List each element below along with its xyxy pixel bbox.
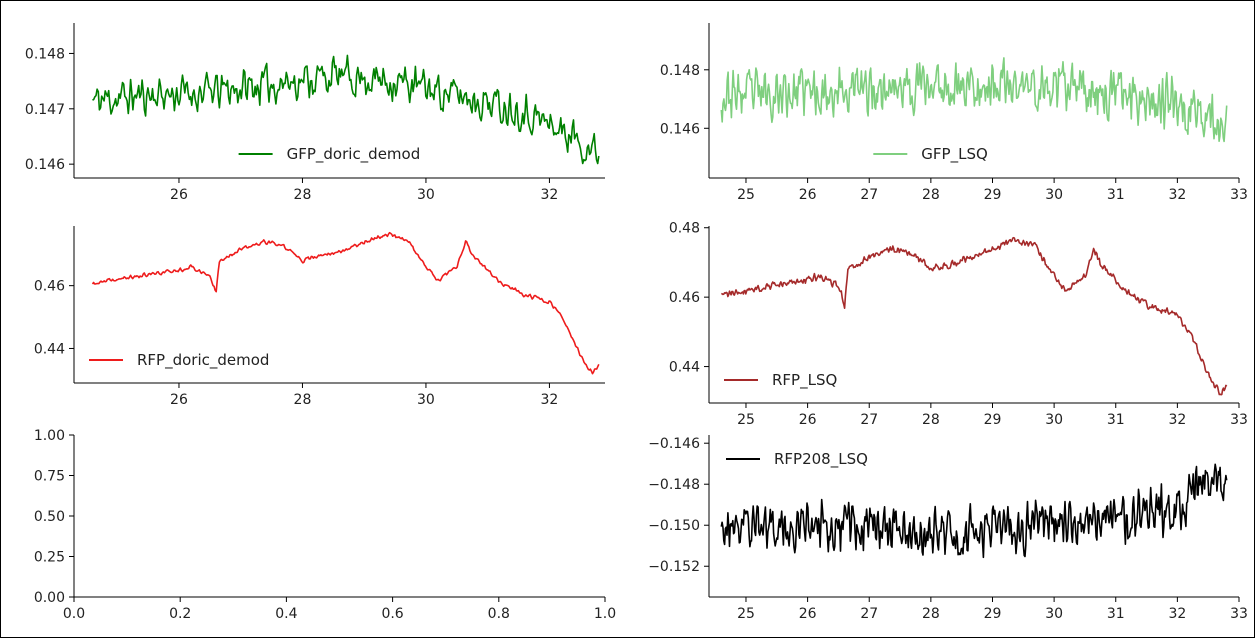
series-line-RFP_LSQ <box>721 236 1228 396</box>
x-tick-label: 32 <box>1168 412 1186 428</box>
x-tick-label: 26 <box>170 392 188 408</box>
x-tick-label: 30 <box>1045 412 1063 428</box>
y-tick-label: 0.44 <box>34 341 65 357</box>
x-tick-label: 33 <box>1230 412 1248 428</box>
x-tick-label: 30 <box>417 187 435 203</box>
x-tick-label: 31 <box>1107 412 1125 428</box>
y-tick-label: 0.148 <box>25 46 65 62</box>
chart-panel-rfp-doric: 26 28 30 32 0.44 0.46 RFP_doric_demod <box>34 226 605 408</box>
legend-label: GFP_LSQ <box>921 145 987 164</box>
x-tick-label: 32 <box>1168 606 1186 622</box>
y-tick-label: 0.75 <box>34 469 65 485</box>
x-tick-label: 29 <box>984 187 1002 203</box>
series-line-RFP208_LSQ <box>720 463 1228 559</box>
x-tick-label: 32 <box>1168 187 1186 203</box>
y-tick-label: 0.147 <box>25 102 65 118</box>
x-tick-label: 26 <box>799 187 817 203</box>
y-tick-label: 0.146 <box>25 157 65 173</box>
y-tick-label: −0.150 <box>648 518 700 534</box>
x-tick-label: 31 <box>1107 187 1125 203</box>
x-tick-label: 25 <box>737 412 755 428</box>
x-tick-label: 32 <box>541 392 559 408</box>
x-tick-label: 0.2 <box>169 606 191 622</box>
x-tick-label: 0.6 <box>381 606 403 622</box>
x-tick-label: 31 <box>1107 606 1125 622</box>
x-tick-label: 28 <box>294 187 312 203</box>
x-tick-label: 30 <box>1045 187 1063 203</box>
series-line-RFP_doric_demod <box>91 231 600 375</box>
chart-panel-rfp-lsq: 25 26 27 28 29 30 31 32 33 0.44 0.46 0.48 RFP_LSQ <box>669 221 1248 428</box>
x-tick-label: 33 <box>1230 606 1248 622</box>
x-tick-label: 29 <box>984 412 1002 428</box>
legend-label: GFP_doric_demod <box>287 145 421 164</box>
y-tick-label: 0.50 <box>34 509 65 525</box>
y-tick-label: 1.00 <box>34 428 65 444</box>
y-tick-label: 0.25 <box>34 550 65 566</box>
y-tick-label: 0.46 <box>34 279 65 295</box>
x-tick-label: 32 <box>541 187 559 203</box>
y-tick-label: 0.148 <box>660 63 700 79</box>
series-line-GFP_doric_demod <box>92 54 600 165</box>
x-tick-label: 26 <box>799 412 817 428</box>
y-tick-label: −0.148 <box>648 477 700 493</box>
x-tick-label: 25 <box>737 606 755 622</box>
y-tick-label: 0.146 <box>660 121 700 137</box>
x-tick-label: 28 <box>922 187 940 203</box>
series-line-GFP_LSQ <box>720 57 1228 143</box>
x-tick-label: 28 <box>922 606 940 622</box>
y-tick-label: −0.146 <box>648 436 700 452</box>
x-tick-label: 26 <box>170 187 188 203</box>
chart-panel-gfp-lsq: 25 26 27 28 29 30 31 32 33 0.146 0.148 GFP_LSQ <box>660 23 1248 203</box>
y-tick-label: 0.00 <box>34 590 65 606</box>
chart-panel-empty: 0.0 0.2 0.4 0.6 0.8 1.0 0.00 0.25 0.50 0.75 1.00 <box>34 428 616 622</box>
x-tick-label: 27 <box>860 606 878 622</box>
y-tick-label: −0.152 <box>648 559 700 575</box>
chart-panel-gfp-doric: 26 28 30 32 0.146 0.147 0.148 GFP_doric_demod <box>25 23 605 203</box>
x-tick-label: 0.4 <box>275 606 297 622</box>
legend-label: RFP_LSQ <box>772 371 837 390</box>
x-tick-label: 28 <box>294 392 312 408</box>
legend-label: RFP_doric_demod <box>137 351 269 370</box>
y-tick-label: 0.44 <box>669 360 700 376</box>
x-tick-label: 27 <box>860 187 878 203</box>
y-tick-label: 0.46 <box>669 290 700 306</box>
x-tick-label: 25 <box>737 187 755 203</box>
x-tick-label: 0.8 <box>488 606 510 622</box>
x-tick-label: 30 <box>1045 606 1063 622</box>
x-tick-label: 33 <box>1230 187 1248 203</box>
x-tick-label: 26 <box>799 606 817 622</box>
x-tick-label: 0.0 <box>63 606 85 622</box>
x-tick-label: 29 <box>984 606 1002 622</box>
x-tick-label: 28 <box>922 412 940 428</box>
x-tick-label: 27 <box>860 412 878 428</box>
y-tick-label: 0.48 <box>669 221 700 237</box>
x-tick-label: 1.0 <box>594 606 616 622</box>
legend-label: RFP208_LSQ <box>774 450 868 469</box>
chart-panel-rfp208-lsq: 25 26 27 28 29 30 31 32 33 −0.152 −0.150 −0.148 −0.1… <box>648 435 1248 622</box>
x-tick-label: 30 <box>417 392 435 408</box>
